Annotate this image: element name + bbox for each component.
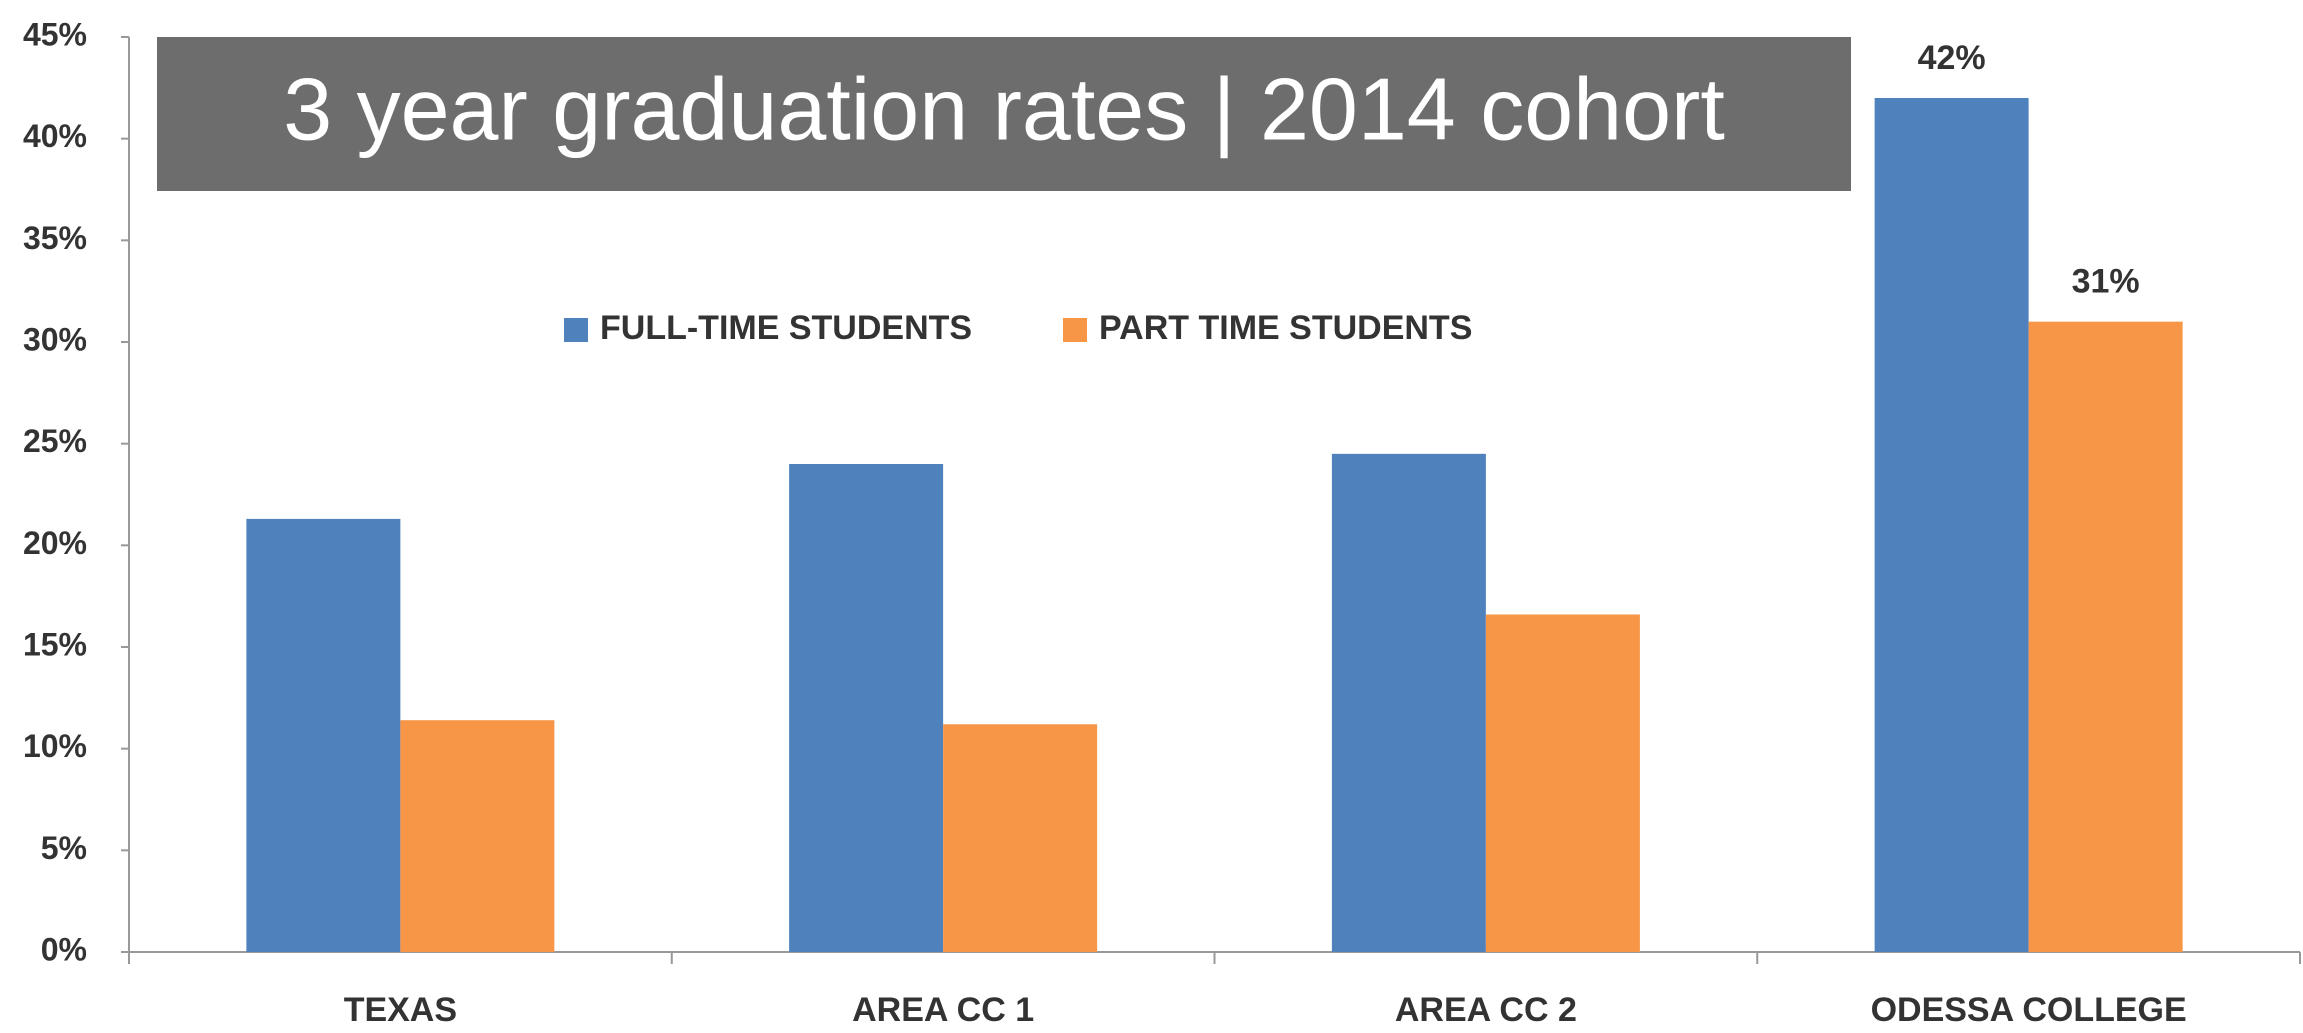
x-tick-label: ODESSA COLLEGE [1871, 991, 2187, 1029]
bar [1485, 614, 1640, 952]
bar [1331, 453, 1486, 952]
x-tick-label: AREA CC 1 [852, 991, 1034, 1029]
y-tick-label: 15% [23, 626, 87, 662]
bar [246, 518, 401, 952]
x-tick-label: AREA CC 2 [1395, 991, 1577, 1029]
legend-label: FULL-TIME STUDENTS [600, 309, 972, 347]
y-tick-label: 25% [23, 423, 87, 459]
data-label: 31% [2072, 263, 2140, 301]
x-tick-label: TEXAS [344, 991, 457, 1029]
legend-swatch [1063, 318, 1087, 342]
title-box [157, 37, 1851, 191]
legend-label: PART TIME STUDENTS [1099, 309, 1472, 347]
legend-swatch [564, 318, 588, 342]
bar [2028, 321, 2183, 953]
y-tick-label: 30% [23, 321, 87, 357]
y-tick-label: 45% [23, 16, 87, 52]
y-tick-label: 20% [23, 525, 87, 561]
y-tick-label: 10% [23, 728, 87, 764]
data-label: 42% [1918, 39, 1986, 77]
bar [943, 724, 1098, 952]
bar [789, 464, 944, 952]
bar [400, 720, 555, 952]
chart-title: 3 year graduation rates | 2014 cohort [283, 59, 1725, 158]
y-tick-label: 40% [23, 118, 87, 154]
y-tick-label: 0% [41, 931, 87, 967]
y-tick-label: 35% [23, 220, 87, 256]
bar [1874, 98, 2029, 952]
y-tick-label: 5% [41, 830, 87, 866]
